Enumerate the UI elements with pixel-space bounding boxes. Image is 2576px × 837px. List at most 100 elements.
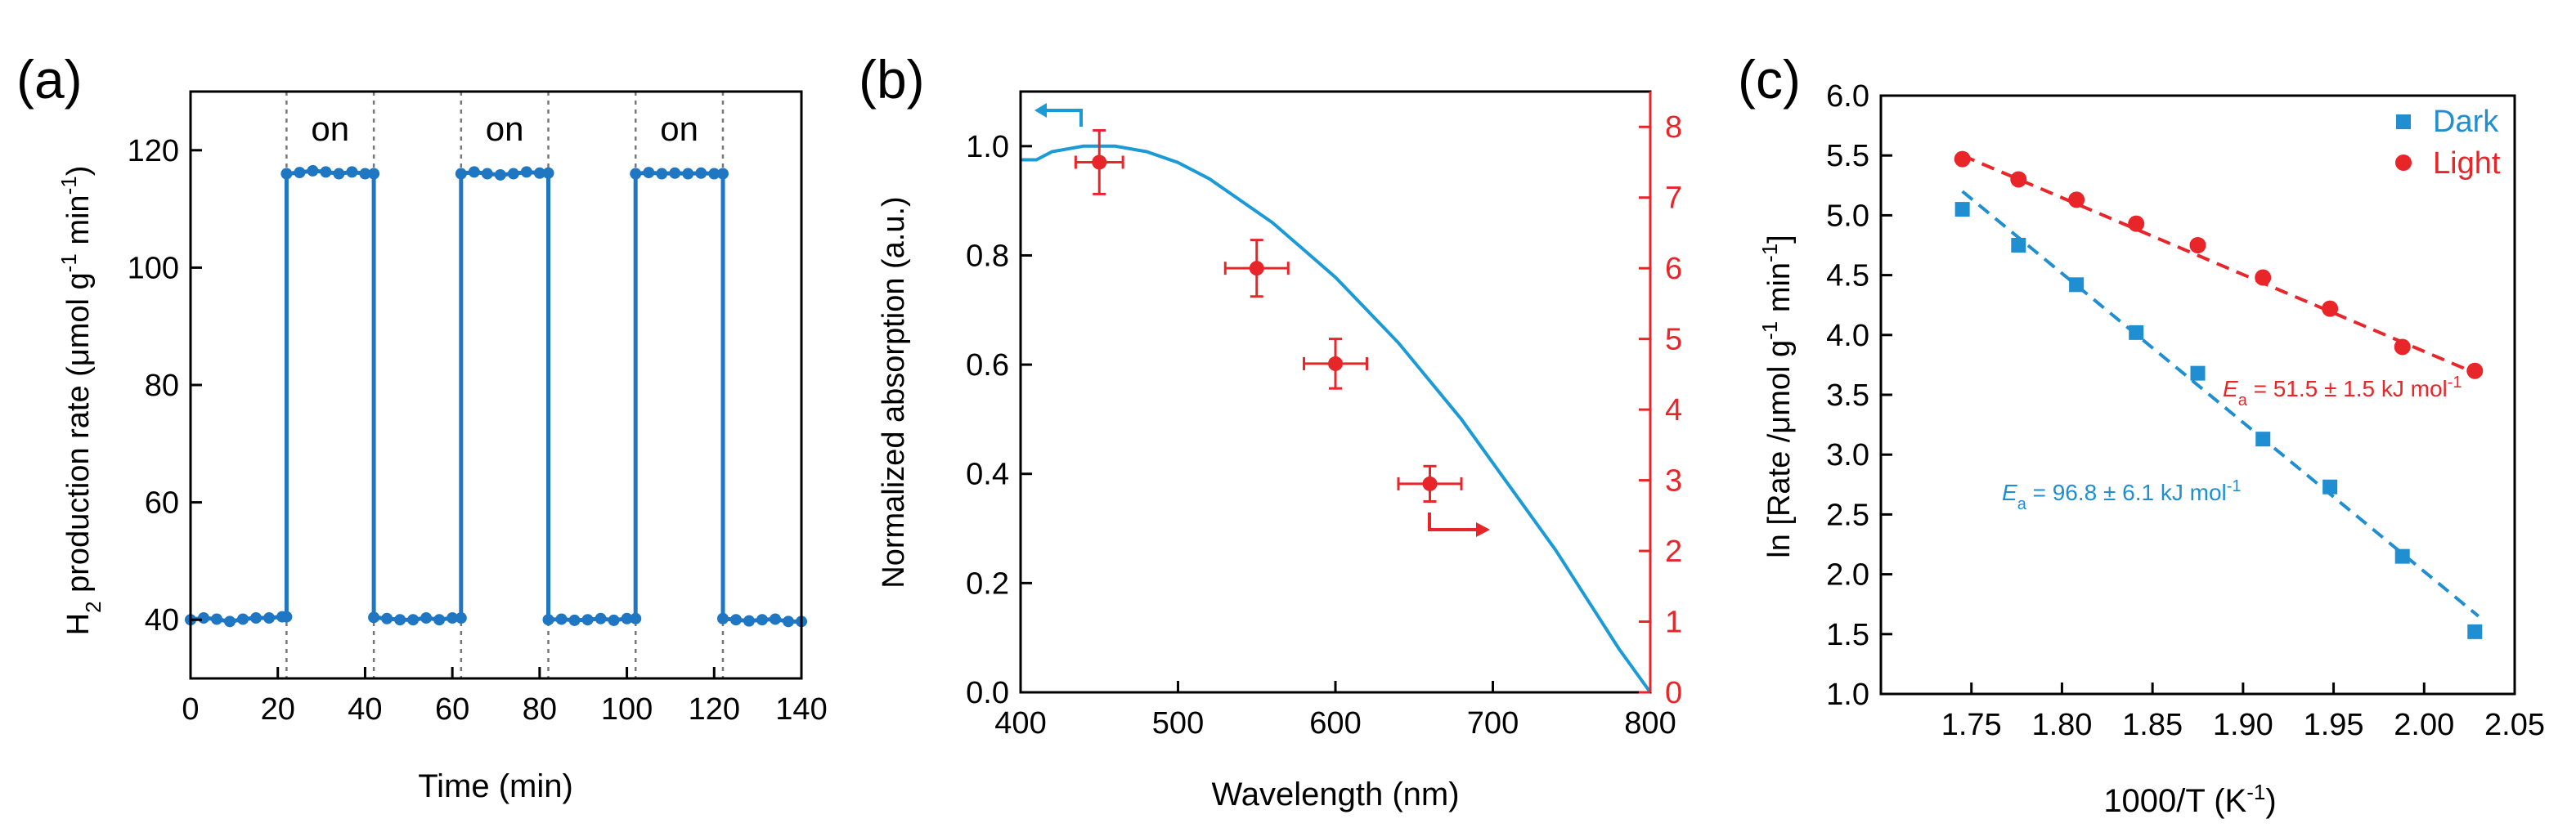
panel-b-right-tick-label: 8 xyxy=(1665,110,1682,145)
panel-a-data-point xyxy=(533,167,545,179)
panel-c-dark-point xyxy=(1954,202,1970,217)
panel-a-y-axis-label: H2 production rate (μmol g-1 min-1) xyxy=(56,166,105,636)
panel-a-x-tick-label: 120 xyxy=(689,692,740,727)
panel-b-left-tick-label: 0.2 xyxy=(966,566,1009,601)
panel-c-y-tick-label: 2.0 xyxy=(1826,558,1869,593)
panel-a-data-point xyxy=(368,611,380,624)
panel-a-data-point xyxy=(420,612,433,624)
panel-c-fit-line xyxy=(1961,154,2480,376)
panel-a-data-point xyxy=(542,167,554,179)
panel-b-right-tick-label: 4 xyxy=(1665,393,1682,427)
panel-a-series-line xyxy=(190,168,801,624)
panel-b-x-tick-label: 700 xyxy=(1467,706,1519,741)
panel-b-data-point xyxy=(1092,154,1107,170)
panel-a-data-point xyxy=(407,614,420,626)
panel-a-data-point xyxy=(782,615,794,628)
panel-a-data-point xyxy=(447,612,459,624)
panel-c-light-point xyxy=(2068,191,2085,208)
panel-b-absorption-line xyxy=(1021,144,1652,694)
panel-c-dark-point xyxy=(2322,479,2338,495)
panel-a-data-point xyxy=(433,614,446,626)
panel-a-data-point xyxy=(263,612,276,624)
panel-b-right-tick-label: 3 xyxy=(1665,464,1682,499)
panel-a-data-point xyxy=(494,168,506,181)
panel-a-data-point xyxy=(630,168,642,180)
panel-c-light-point xyxy=(2394,338,2411,356)
panel-c-y-tick-label: 2.5 xyxy=(1826,498,1869,532)
dark-activation-energy-annotation: Ea = 96.8 ± 6.1 kJ mol-1 xyxy=(2002,477,2242,513)
panel-b-left-axis-arrow xyxy=(1034,103,1083,127)
panel-b-right-tick-label: 1 xyxy=(1665,606,1682,640)
panel-c-y-tick-label: 1.5 xyxy=(1826,618,1869,652)
legend-light-label: Light xyxy=(2433,146,2501,181)
panel-c-y-tick-label: 5.5 xyxy=(1826,139,1869,173)
panel-c-light-point xyxy=(2010,171,2027,188)
panel-c-fit-line xyxy=(1961,190,2480,618)
panel-a-data-point xyxy=(359,168,371,180)
panel-a-data-point xyxy=(320,166,332,178)
panel-a-data-point xyxy=(743,615,755,627)
panel-a-data-point xyxy=(368,168,380,180)
panel-b-label: (b) xyxy=(859,49,925,110)
panel-a-data-point xyxy=(555,613,568,625)
panel-a-data-point xyxy=(455,168,467,180)
panel-c-y-tick-label: 3.5 xyxy=(1826,378,1869,413)
panel-c-light-point xyxy=(2322,300,2339,317)
panel-b-right-axis-arrow xyxy=(1428,512,1490,537)
panel-c-y-tick-label: 4.5 xyxy=(1826,259,1869,293)
panel-a-data-point xyxy=(346,166,358,178)
panel-b-x-tick-label: 500 xyxy=(1152,706,1204,741)
panel-c-light-point xyxy=(2189,237,2206,253)
panel-a-x-tick-label: 80 xyxy=(523,692,557,727)
panel-a-data-point xyxy=(630,612,642,624)
panel-a-data-point xyxy=(581,614,594,626)
panel-c-dark-point xyxy=(2467,624,2483,639)
panel-a-data-point xyxy=(507,168,519,180)
panel-a-x-tick-label: 0 xyxy=(182,692,199,727)
panel-c-y-tick-label: 6.0 xyxy=(1826,79,1869,114)
panel-c-y-tick-label: 4.0 xyxy=(1826,319,1869,353)
panel-c-x-tick-label: 1.95 xyxy=(2304,708,2364,742)
panel-b-data-point xyxy=(1422,476,1438,491)
panel-a-data-point xyxy=(333,168,345,180)
panel-a-data-point xyxy=(708,168,720,180)
panel-a-data-point xyxy=(756,614,768,626)
panel-a-data-point xyxy=(643,167,655,179)
panel-a-data-point xyxy=(468,166,480,178)
panel-c-dark-point xyxy=(2190,365,2206,381)
panel-c-x-tick-label: 1.75 xyxy=(1941,708,2002,742)
panel-b-left-tick-label: 0.6 xyxy=(966,348,1009,383)
panel-c-dark-point xyxy=(2129,325,2144,340)
panel-a-y-tick-label: 60 xyxy=(145,486,179,521)
panel-c-label: (c) xyxy=(1738,49,1801,110)
panel-a-y-tick-label: 80 xyxy=(145,369,179,403)
panel-c-x-tick-label: 2.05 xyxy=(2484,708,2545,742)
panel-c-x-tick-label: 1.80 xyxy=(2031,708,2092,742)
panel-a-plot-frame xyxy=(189,90,803,680)
panel-c-x-tick-label: 1.85 xyxy=(2122,708,2183,742)
panel-a-y-tick-label: 40 xyxy=(145,603,179,638)
panel-a: (a) on on on 0 20 40 60 80 100 120 140 40 60 80 100 12… xyxy=(16,49,828,804)
panel-b-left-tick-label: 0.4 xyxy=(966,458,1009,492)
panel-a-data-point xyxy=(211,613,223,625)
panel-c-x-tick-label: 1.90 xyxy=(2213,708,2273,742)
panel-a-data-point xyxy=(224,615,236,628)
panel-a-label: (a) xyxy=(16,49,83,110)
panel-a-data-point xyxy=(568,614,581,626)
panel-a-x-tick-label: 140 xyxy=(775,692,827,727)
panel-b-plot-frame xyxy=(1019,90,1652,694)
panel-a-data-point xyxy=(608,614,620,626)
panel-b-right-tick-label: 7 xyxy=(1665,181,1682,216)
panel-a-data-point xyxy=(621,612,633,624)
panel-b: (b) 400 500 600 700 800 0.0 0.2 0.4 0.6 0.8 1.0 0 1 2… xyxy=(859,49,1682,812)
panel-a-x-tick-label: 40 xyxy=(348,692,382,727)
panel-a-data-point xyxy=(280,168,293,180)
panel-b-data-point xyxy=(1328,356,1343,371)
panel-a-data-point xyxy=(729,614,742,626)
panel-a-data-point xyxy=(250,612,263,624)
panel-b-right-tick-label: 0 xyxy=(1665,676,1682,710)
light-activation-energy-annotation: Ea = 51.5 ± 1.5 kJ mol-1 xyxy=(2223,374,2462,410)
panel-c-light-point xyxy=(1954,150,1971,168)
panel-a-on-label: on xyxy=(311,110,349,148)
